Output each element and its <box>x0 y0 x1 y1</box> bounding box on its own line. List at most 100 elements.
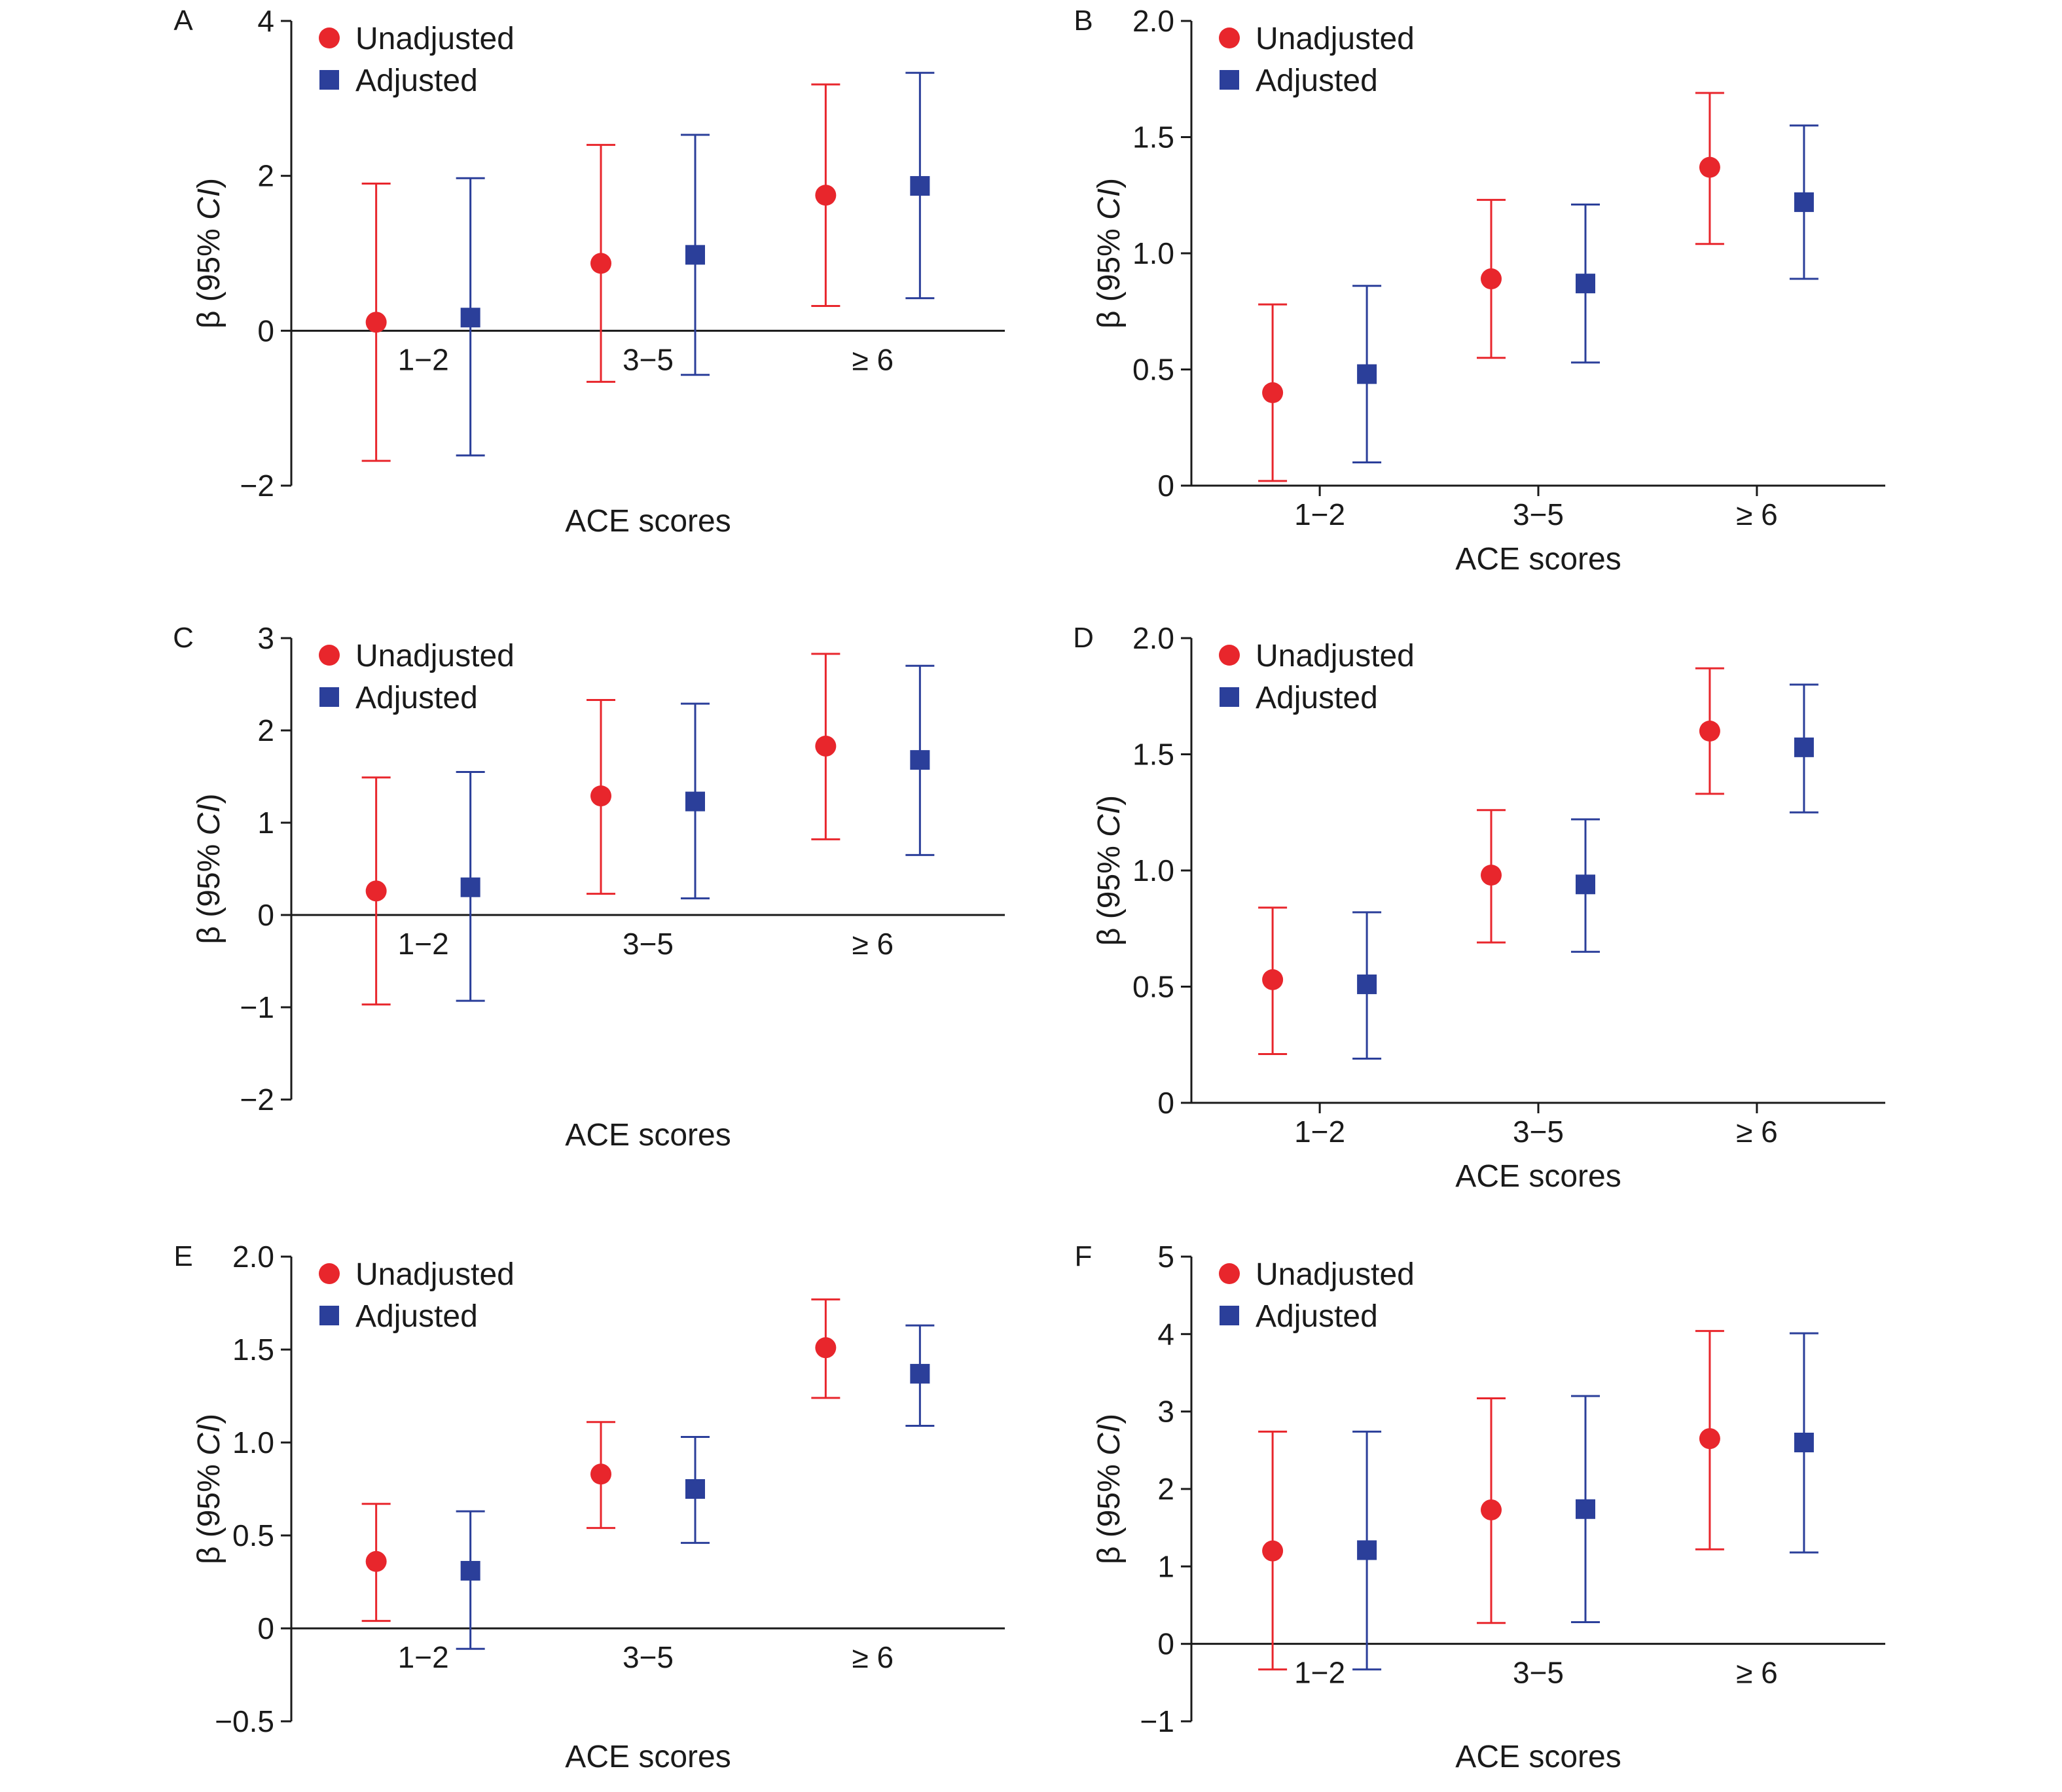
y-tick-label: 2 <box>257 159 274 193</box>
point-adjusted-1 <box>460 308 480 328</box>
legend-marker-adjusted <box>1220 1306 1239 1325</box>
point-unadjusted-1 <box>1262 969 1284 990</box>
y-tick-label: 2 <box>257 713 274 747</box>
legend-label-adjusted: Adjusted <box>1256 63 1378 98</box>
point-unadjusted-3 <box>815 185 837 206</box>
point-unadjusted-1 <box>365 880 387 902</box>
x-category-label: 1−2 <box>398 342 449 376</box>
x-category-label: 3−5 <box>1513 1656 1564 1690</box>
point-adjusted-3 <box>910 1363 930 1384</box>
point-adjusted-1 <box>460 877 480 897</box>
panel-letter: A <box>173 5 193 37</box>
y-tick-label: 0.5 <box>232 1518 274 1552</box>
y-tick-label: 1.0 <box>1132 853 1174 887</box>
point-unadjusted-2 <box>590 253 611 274</box>
legend-marker-unadjusted <box>319 27 340 48</box>
point-adjusted-1 <box>460 1560 480 1581</box>
legend-label-adjusted: Adjusted <box>1256 681 1378 715</box>
y-axis-title: β (95% CI) <box>1092 1414 1127 1564</box>
x-category-label: 1−2 <box>1294 1115 1345 1149</box>
legend-marker-unadjusted <box>319 1263 340 1284</box>
x-category-label: ≥ 6 <box>852 342 894 376</box>
x-category-label: ≥ 6 <box>1736 1656 1778 1690</box>
y-tick-label: −1 <box>1140 1704 1174 1738</box>
x-axis-title: ACE scores <box>1455 1740 1621 1774</box>
panel-f: F −1 0 1 2 3 4 5 1−2 3−5 ≥ 6 ACE scores β (95% CI) Un… <box>1075 1240 1885 1774</box>
y-axis-title: β (95% CI) <box>192 1414 226 1564</box>
point-adjusted-1 <box>1357 1540 1377 1560</box>
panel-e: E −0.5 0 0.5 1.0 1.5 2.0 1−2 3−5 ≥ 6 ACE scores β (… <box>173 1240 1005 1774</box>
legend-marker-unadjusted <box>1219 645 1240 666</box>
y-tick-label: 0 <box>257 1611 274 1645</box>
x-category-label: ≥ 6 <box>1736 497 1778 531</box>
point-unadjusted-3 <box>1699 1428 1720 1450</box>
legend-marker-unadjusted <box>1219 27 1240 48</box>
point-adjusted-2 <box>1576 1499 1595 1519</box>
x-axis-title: ACE scores <box>1455 542 1621 577</box>
legend-marker-unadjusted <box>1219 1263 1240 1284</box>
point-unadjusted-3 <box>1699 156 1720 178</box>
y-tick-label: 1 <box>1157 1549 1174 1583</box>
point-adjusted-2 <box>1576 874 1595 895</box>
panel-letter: E <box>173 1240 192 1272</box>
panel-letter: D <box>1073 622 1094 654</box>
y-tick-label: 2.0 <box>232 1240 274 1274</box>
y-tick-label: 1 <box>257 806 274 840</box>
x-category-label: 3−5 <box>1513 1115 1564 1149</box>
point-unadjusted-2 <box>590 785 611 807</box>
y-tick-label: −2 <box>240 1083 274 1117</box>
x-category-label: 3−5 <box>1513 497 1564 531</box>
y-tick-label: 5 <box>1157 1240 1174 1274</box>
y-tick-label: 0 <box>257 898 274 932</box>
legend-label-unadjusted: Unadjusted <box>355 22 515 56</box>
y-tick-label: 0 <box>1157 1627 1174 1661</box>
point-adjusted-3 <box>1794 1433 1814 1452</box>
point-adjusted-3 <box>910 176 930 196</box>
x-category-label: ≥ 6 <box>852 927 894 961</box>
point-unadjusted-2 <box>1481 268 1502 290</box>
y-tick-label: 4 <box>1157 1317 1174 1351</box>
legend-marker-adjusted <box>319 687 339 707</box>
legend-marker-adjusted <box>1220 70 1239 90</box>
panel-b: B 0 0.5 1.0 1.5 2.0 1−2 3−5 ≥ 6 ACE scores β (95% … <box>1074 4 1885 577</box>
panel-a: A −2 0 2 4 1−2 3−5 ≥ 6 ACE scores β (95% CI) Unadj… <box>173 4 1005 539</box>
y-tick-label: 1.0 <box>1132 236 1174 270</box>
y-tick-label: 0.5 <box>1132 970 1174 1004</box>
x-category-label: 1−2 <box>398 1640 449 1674</box>
legend-label-adjusted: Adjusted <box>355 681 478 715</box>
point-unadjusted-1 <box>365 1550 387 1572</box>
y-tick-label: 4 <box>257 4 274 38</box>
point-adjusted-3 <box>1794 192 1814 212</box>
y-axis-title: β (95% CI) <box>192 793 226 944</box>
point-adjusted-3 <box>1794 737 1814 757</box>
x-category-label: ≥ 6 <box>852 1640 894 1674</box>
y-tick-label: 1.5 <box>232 1333 274 1367</box>
y-tick-label: 1.0 <box>232 1425 274 1460</box>
point-adjusted-2 <box>685 245 705 265</box>
y-tick-label: 3 <box>1157 1395 1174 1429</box>
panel-d: D 0 0.5 1.0 1.5 2.0 1−2 3−5 ≥ 6 ACE scores β (95% … <box>1073 621 1885 1194</box>
point-adjusted-2 <box>685 1479 705 1499</box>
point-adjusted-1 <box>1357 974 1377 994</box>
x-axis-title: ACE scores <box>565 504 731 539</box>
y-tick-label: −1 <box>240 990 274 1024</box>
point-unadjusted-2 <box>590 1463 611 1485</box>
legend-label-adjusted: Adjusted <box>355 1299 478 1334</box>
point-unadjusted-1 <box>1262 382 1284 403</box>
legend-label-adjusted: Adjusted <box>1256 1299 1378 1334</box>
y-tick-label: 2.0 <box>1132 621 1174 655</box>
x-axis-title: ACE scores <box>565 1740 731 1774</box>
x-category-label: 3−5 <box>623 1640 674 1674</box>
y-tick-label: 0 <box>1157 469 1174 503</box>
point-unadjusted-3 <box>815 735 837 757</box>
point-unadjusted-3 <box>1699 721 1720 742</box>
y-tick-label: 0 <box>257 314 274 348</box>
legend-label-unadjusted: Unadjusted <box>1256 639 1415 673</box>
y-tick-label: −0.5 <box>215 1704 274 1738</box>
panel-letter: C <box>173 622 194 654</box>
point-adjusted-3 <box>910 750 930 770</box>
y-axis-title: β (95% CI) <box>1092 795 1127 946</box>
legend-marker-adjusted <box>1220 687 1239 707</box>
legend-label-unadjusted: Unadjusted <box>1256 22 1415 56</box>
